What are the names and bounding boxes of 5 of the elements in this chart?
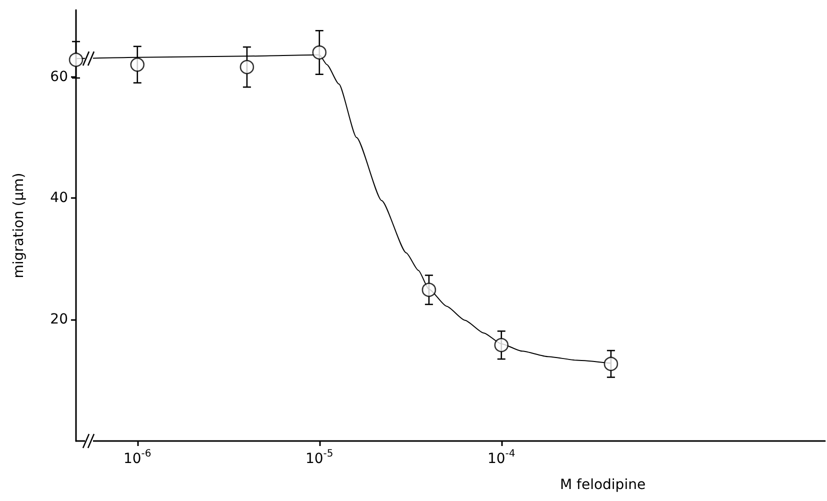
- y-tick-label: 60: [50, 68, 68, 85]
- y-tick-label: 20: [50, 312, 68, 328]
- x-axis-title: M felodipine: [560, 477, 646, 493]
- y-tick-label: 40: [50, 190, 68, 206]
- y-axis-title: migration (µm): [11, 172, 27, 278]
